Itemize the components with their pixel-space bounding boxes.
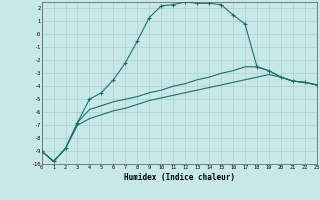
X-axis label: Humidex (Indice chaleur): Humidex (Indice chaleur) xyxy=(124,173,235,182)
